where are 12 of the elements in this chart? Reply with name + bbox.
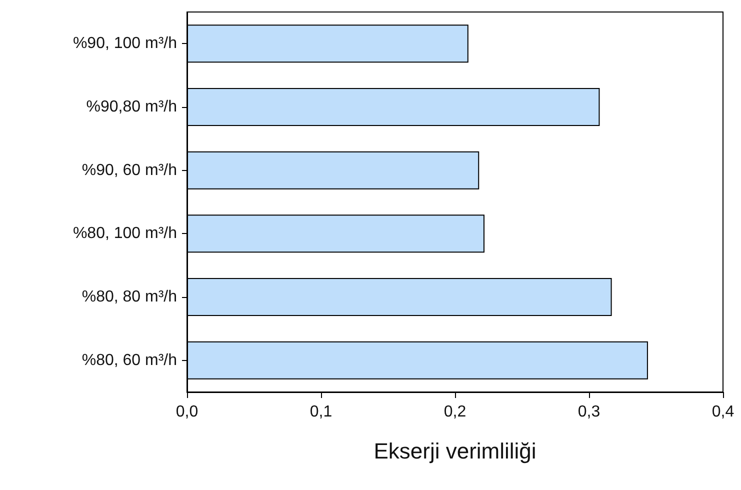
y-tick-label: %90,80 m³/h — [86, 98, 177, 116]
x-tick-label: 0,1 — [310, 404, 332, 420]
x-tick-label: 0,0 — [176, 404, 198, 420]
y-tick-label: %90, 100 m³/h — [72, 35, 177, 52]
y-tick-label: %80, 60 m³/h — [82, 352, 177, 369]
y-tick-label: %80, 100 m³/h — [72, 225, 177, 242]
y-tick-label: %80, 80 m³/h — [82, 288, 177, 306]
x-tick-label: 0,4 — [712, 404, 734, 420]
x-tick-label: 0,3 — [578, 404, 600, 420]
x-axis-title: Ekserji verimliliği — [374, 438, 536, 464]
y-tick-label: %90, 60 m³/h — [82, 162, 177, 179]
x-tick-label: 0,2 — [444, 404, 466, 420]
